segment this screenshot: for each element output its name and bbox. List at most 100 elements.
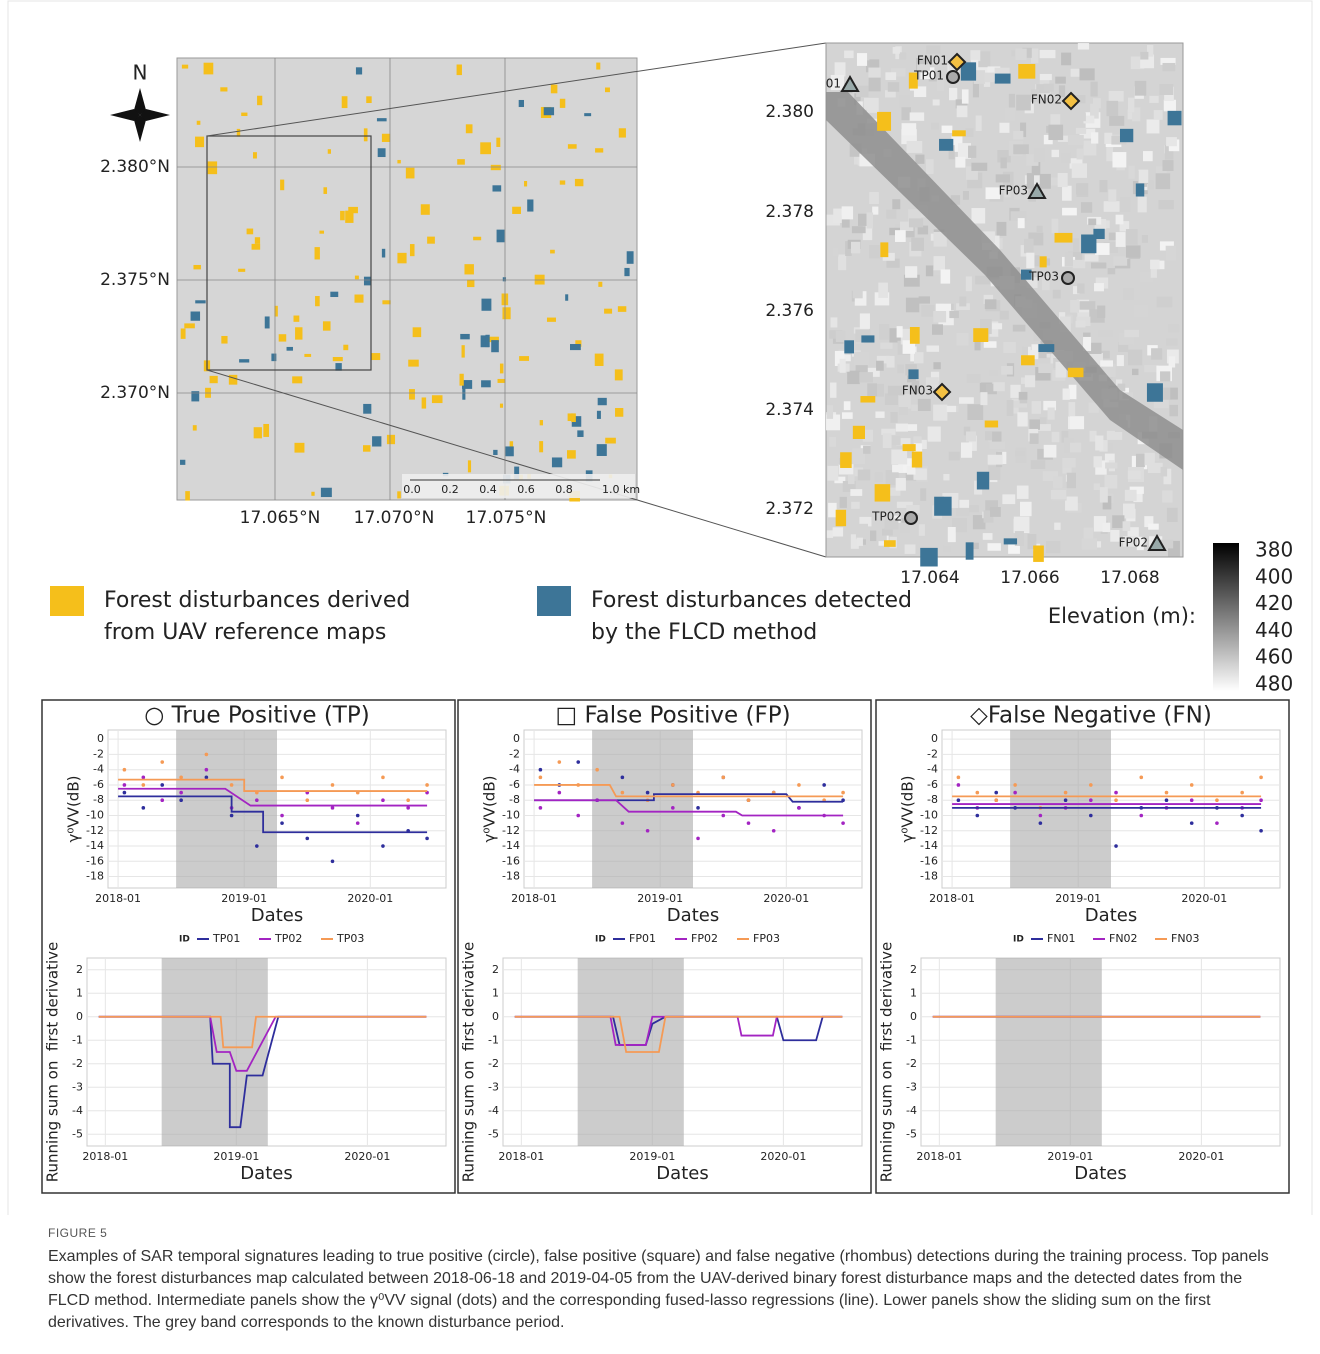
disturbance-patch — [1081, 234, 1097, 254]
terrain-cell — [1147, 462, 1163, 474]
terrain-cell — [1061, 430, 1069, 443]
terrain-cell — [991, 323, 1003, 330]
terrain-cell — [851, 501, 860, 509]
disturbance-patch — [1093, 228, 1105, 240]
y-tick-label: -2 — [509, 747, 520, 760]
terrain-cell — [963, 426, 971, 436]
y-tick-label: 0 — [492, 1010, 499, 1023]
disturbance-patch — [195, 136, 205, 148]
terrain-cell — [1092, 98, 1101, 109]
terrain-cell — [1093, 483, 1100, 490]
terrain-cell — [968, 145, 977, 158]
terrain-cell — [989, 369, 999, 376]
terrain-cell — [962, 259, 970, 276]
signal-dot — [280, 813, 284, 818]
signal-dot — [141, 783, 146, 787]
y-axis-label: γ⁰VV(dB) — [899, 776, 917, 843]
zoom-line — [206, 369, 827, 558]
regression-line — [514, 1015, 843, 1053]
disturbance-patch — [480, 142, 491, 155]
regression-line — [534, 784, 844, 798]
terrain-cell — [1060, 152, 1071, 164]
y-tick-label: -5 — [906, 1127, 917, 1140]
disturbance-patch — [514, 466, 520, 480]
disturbance-patch — [1018, 63, 1036, 79]
terrain-cell — [971, 162, 988, 171]
legend-title: ID — [595, 935, 606, 945]
signal-dot — [179, 790, 183, 795]
signal-dot — [425, 783, 429, 787]
disturbance-patch — [908, 369, 919, 380]
disturbance-patch — [551, 457, 563, 468]
signal-dot — [255, 844, 259, 848]
x-tick-label: 2019-01 — [1047, 1150, 1093, 1163]
terrain-cell — [1090, 262, 1107, 269]
terrain-cell — [1077, 283, 1085, 294]
terrain-cell — [985, 187, 1001, 200]
terrain-cell — [899, 94, 910, 109]
terrain-cell — [886, 258, 900, 268]
y-axis-label: Running sum on first derivative — [878, 942, 896, 1183]
terrain-cell — [935, 303, 952, 312]
y-tick-label: -4 — [488, 1104, 499, 1117]
signal-dot — [645, 790, 650, 795]
disturbance-patch — [605, 87, 610, 93]
y-tick-label: -2 — [927, 747, 938, 760]
signal-dot — [179, 798, 183, 803]
terrain-cell — [1061, 52, 1072, 66]
disturbance-patch — [354, 294, 364, 303]
terrain-cell — [972, 515, 986, 530]
y-tick-label: 1 — [492, 986, 499, 999]
y-tick-label: -18 — [502, 870, 520, 883]
y-tick-label: -6 — [93, 778, 104, 791]
signal-dot — [576, 760, 581, 764]
terrain-cell — [830, 317, 838, 328]
terrain-cell — [1043, 400, 1057, 411]
terrain-cell — [1050, 114, 1061, 130]
disturbance-patch — [457, 159, 465, 165]
disturbance-patch — [502, 307, 511, 320]
disturbance-patch — [427, 236, 435, 244]
terrain-cell — [882, 528, 893, 536]
signal-dot — [538, 767, 543, 772]
terrain-cell — [899, 52, 907, 60]
terrain-cell — [932, 99, 940, 106]
terrain-cell — [1064, 437, 1075, 454]
terrain-cell — [842, 480, 856, 493]
terrain-cell — [1020, 377, 1029, 384]
terrain-cell — [983, 341, 997, 348]
terrain-cell — [876, 360, 884, 371]
disturbance-patch — [397, 159, 401, 164]
terrain-cell — [1070, 442, 1082, 453]
terrain-cell — [1103, 363, 1116, 378]
map-x-label: 17.066 — [1000, 568, 1059, 588]
panel-title: ◇False Negative (FN) — [970, 703, 1212, 729]
terrain-cell — [850, 534, 859, 549]
terrain-cell — [905, 225, 915, 238]
signal-dot — [355, 821, 360, 825]
terrain-cell — [1012, 324, 1026, 332]
x-tick-label: 2020-01 — [344, 1150, 390, 1163]
scale-bg — [402, 474, 635, 498]
terrain-cell — [1013, 130, 1024, 140]
terrain-cell — [1106, 145, 1114, 162]
disturbance-patch — [597, 397, 607, 406]
terrain-cell — [1065, 496, 1078, 511]
disturbance-patch — [481, 380, 491, 388]
terrain-cell — [1088, 218, 1097, 226]
colorbar-tick: 440 — [1255, 618, 1293, 642]
colorbar — [1213, 543, 1239, 691]
legend-label: FN01 — [1047, 932, 1076, 945]
terrain-cell — [1003, 341, 1016, 354]
disturbance-patch — [343, 344, 349, 351]
terrain-cell — [925, 265, 934, 277]
y-tick-label: -16 — [86, 854, 104, 867]
terrain-cell — [948, 145, 955, 160]
colorbar-tick: 460 — [1255, 645, 1293, 669]
y-axis-label: γ⁰VV(dB) — [65, 776, 83, 843]
terrain-cell — [959, 397, 974, 404]
terrain-cell — [1077, 43, 1090, 50]
terrain-cell — [1001, 365, 1013, 375]
regression-line — [534, 793, 844, 803]
